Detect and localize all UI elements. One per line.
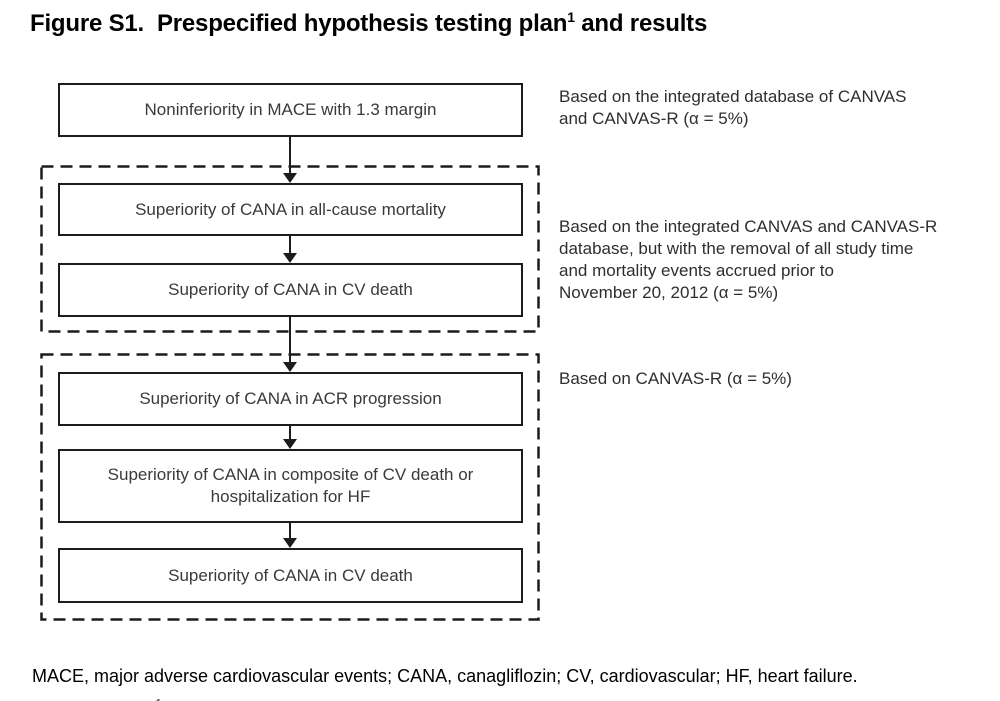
arrow-shaft [289,523,291,539]
annotation-line: Based on the integrated database of CANV… [559,87,907,106]
flow-box-cv-death-1: Superiority of CANA in CV death [58,263,523,317]
abbreviations-footnote: MACE, major adverse cardiovascular event… [32,666,858,686]
arrowhead-icon [283,538,297,548]
annotation-integrated-database: Based on the integrated database of CANV… [559,86,979,130]
arrowhead-icon [283,253,297,263]
figure-title-superscript: 1 [567,9,575,25]
arrow-shaft [289,317,291,363]
arrow-down-icon [282,523,298,548]
figure-title-text: Figure S1. Prespecified hypothesis testi… [30,10,568,37]
arrow-shaft [289,137,291,174]
annotation-line: Based on the integrated CANVAS and CANVA… [559,217,938,236]
arrow-down-icon [282,236,298,263]
flow-box-all-cause-mortality: Superiority of CANA in all-cause mortali… [58,183,523,236]
figure-title-suffix: and results [574,10,708,37]
figure-title: Figure S1. Prespecified hypothesis testi… [30,10,707,38]
flow-box-noninferiority-mace: Noninferiority in MACE with 1.3 margin [58,83,523,137]
annotation-line: and CANVAS-R (α = 5%) [559,109,749,128]
arrow-shaft [289,426,291,440]
arrowhead-icon [283,439,297,449]
annotation-removal-of-study-time: Based on the integrated CANVAS and CANVA… [559,216,979,304]
annotation-line: Based on CANVAS-R (α = 5%) [559,369,792,388]
annotation-canvas-r: Based on CANVAS-R (α = 5%) [559,368,979,390]
arrowhead-icon [283,173,297,183]
arrowhead-icon [283,362,297,372]
flow-box-cv-death-2: Superiority of CANA in CV death [58,548,523,603]
partial-footnote-superscript: 1 [155,696,169,701]
arrow-down-icon [282,137,298,183]
annotation-line: database, but with the removal of all st… [559,239,914,258]
arrow-shaft [289,236,291,254]
arrow-down-icon [282,317,298,372]
arrow-down-icon [282,426,298,449]
flow-box-cv-death-or-hhf: Superiority of CANA in composite of CV d… [58,449,523,523]
annotation-line: and mortality events accrued prior to [559,261,834,280]
annotation-line: November 20, 2012 (α = 5%) [559,283,779,302]
flow-box-acr-progression: Superiority of CANA in ACR progression [58,372,523,426]
